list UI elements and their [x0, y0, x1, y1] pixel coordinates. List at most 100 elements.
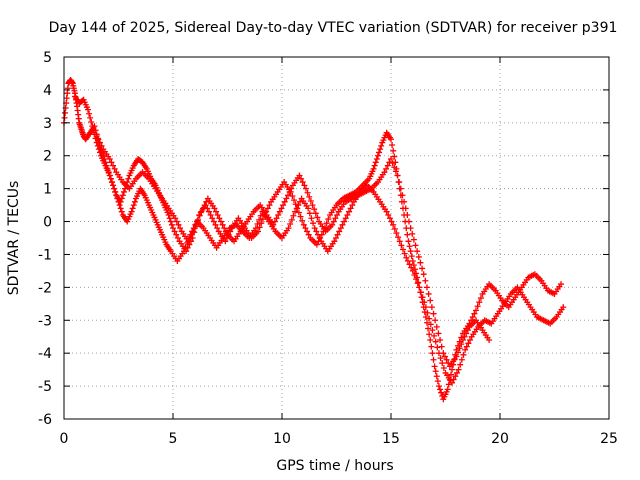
y-tick-label: 5 — [43, 50, 52, 66]
data-point — [308, 215, 315, 222]
data-point — [270, 221, 277, 228]
data-point — [292, 208, 299, 215]
data-point — [452, 373, 459, 380]
data-point — [409, 230, 416, 237]
data-point — [389, 142, 396, 149]
data-point — [431, 363, 438, 370]
data-point — [290, 212, 297, 219]
data-point — [372, 159, 379, 166]
data-point — [477, 295, 484, 302]
data-point — [346, 208, 353, 215]
y-tick-label: 0 — [43, 215, 52, 231]
data-point — [371, 162, 378, 169]
data-point — [440, 364, 447, 371]
data-point — [286, 188, 293, 195]
data-point — [411, 272, 418, 279]
data-point — [98, 142, 105, 149]
data-point — [113, 192, 120, 199]
data-point — [408, 253, 415, 260]
data-point — [445, 381, 452, 388]
data-point — [347, 205, 354, 212]
data-point — [188, 231, 195, 238]
data-point — [405, 238, 412, 245]
data-point — [409, 267, 416, 274]
x-tick-label: 5 — [169, 431, 178, 447]
data-point — [314, 231, 321, 238]
data-point — [425, 290, 432, 297]
data-point — [397, 185, 404, 192]
y-axis-label: SDTVAR / TECUs — [6, 181, 22, 296]
data-point — [461, 333, 468, 340]
data-point — [298, 175, 305, 182]
data-point — [129, 205, 136, 212]
data-point — [93, 132, 100, 139]
x-tick-label: 0 — [60, 431, 69, 447]
data-point — [266, 202, 273, 209]
data-point — [421, 299, 428, 306]
data-point — [449, 366, 456, 373]
data-point — [432, 368, 439, 375]
y-tick-label: -3 — [38, 313, 52, 329]
data-point — [306, 210, 313, 217]
data-point — [383, 165, 390, 172]
data-points — [61, 77, 567, 403]
data-point — [292, 201, 299, 208]
data-point — [201, 202, 208, 209]
data-point — [334, 211, 341, 218]
data-point — [459, 337, 466, 344]
data-point — [386, 215, 393, 222]
data-point — [302, 185, 309, 192]
y-tick-label: 1 — [43, 182, 52, 198]
data-point — [271, 218, 278, 225]
data-point — [403, 254, 410, 261]
data-point — [437, 337, 444, 344]
data-point — [429, 350, 436, 357]
data-point — [96, 139, 103, 146]
data-point — [198, 208, 205, 215]
data-point — [342, 215, 349, 222]
data-point — [114, 195, 121, 202]
data-point — [437, 355, 444, 362]
data-point — [384, 162, 391, 169]
data-point — [437, 386, 444, 393]
data-point — [316, 235, 323, 241]
data-point — [433, 373, 440, 380]
data-point — [131, 198, 138, 205]
data-point — [84, 106, 91, 113]
data-point — [465, 340, 472, 347]
data-point — [312, 210, 319, 217]
data-point — [257, 212, 264, 219]
data-point — [410, 236, 417, 243]
data-point — [297, 213, 304, 220]
data-point — [115, 198, 122, 205]
data-point — [373, 156, 380, 163]
data-point — [402, 205, 409, 212]
data-point — [332, 215, 339, 222]
data-point — [96, 149, 103, 156]
data-point — [302, 225, 309, 232]
data-point — [221, 225, 228, 232]
data-point — [374, 152, 381, 159]
data-point — [381, 169, 388, 176]
data-point — [323, 220, 330, 227]
data-point — [111, 185, 118, 192]
data-point — [88, 118, 95, 125]
data-point — [467, 337, 474, 344]
data-point — [422, 277, 429, 284]
data-point — [435, 330, 442, 337]
data-point — [276, 208, 283, 215]
data-point — [398, 242, 405, 249]
data-point — [408, 264, 415, 271]
data-point — [255, 228, 262, 235]
y-tick-label: -6 — [38, 412, 52, 428]
data-point — [89, 123, 96, 130]
data-point — [339, 221, 346, 228]
data-point — [296, 172, 303, 179]
data-point — [395, 234, 402, 241]
data-point — [116, 202, 123, 209]
data-point — [396, 179, 403, 186]
data-point — [443, 356, 450, 363]
data-point — [404, 258, 411, 265]
